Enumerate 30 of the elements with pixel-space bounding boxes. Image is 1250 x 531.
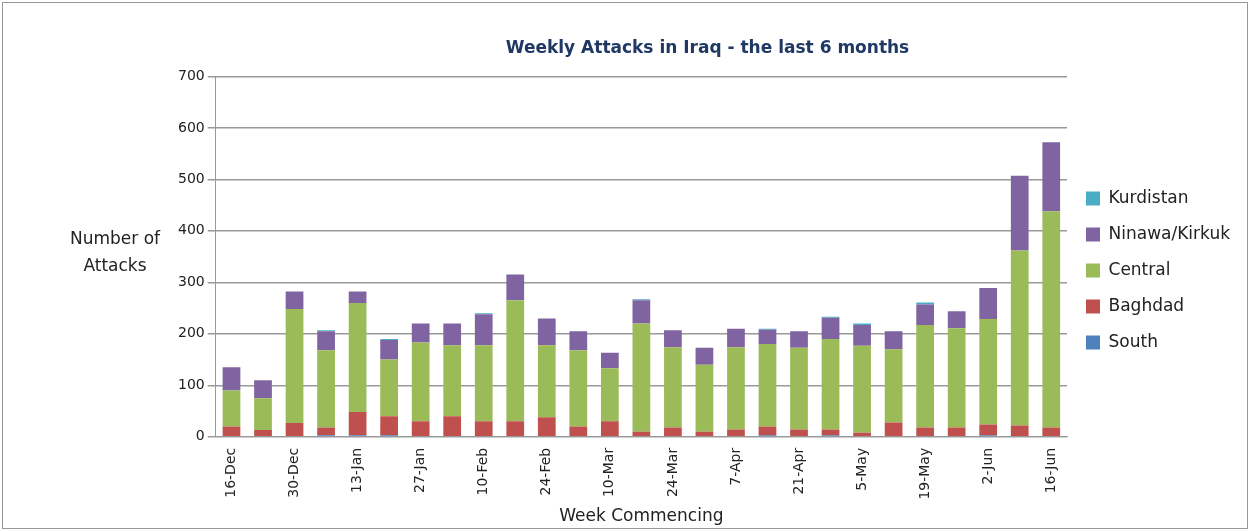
chart-title: Weekly Attacks in Iraq - the last 6 months bbox=[505, 36, 910, 57]
y-axis-title: Number of Attacks bbox=[68, 227, 162, 277]
x-tick-label: 30-Dec bbox=[285, 447, 302, 498]
legend-label: Central bbox=[1108, 258, 1171, 279]
x-tick-label: 5-May bbox=[852, 447, 869, 491]
x-tick-label: 24-Feb bbox=[537, 447, 554, 496]
x-tick-label: 16-Dec bbox=[222, 447, 239, 498]
y-tick-label: 100 bbox=[177, 375, 205, 392]
y-tick-label: 600 bbox=[177, 118, 205, 135]
x-axis-title: Week Commencing bbox=[559, 505, 724, 526]
x-tick-label: 10-Mar bbox=[600, 447, 617, 498]
x-tick-label: 27-Jan bbox=[411, 447, 428, 494]
x-tick-label: 19-May bbox=[915, 447, 932, 500]
y-tick-label: 200 bbox=[177, 324, 205, 341]
legend-label: Baghdad bbox=[1108, 294, 1185, 315]
y-tick-label: 500 bbox=[177, 170, 205, 187]
x-tick-label: 10-Feb bbox=[474, 447, 491, 496]
y-tick-label: 400 bbox=[177, 221, 205, 238]
x-tick-label: 2-Jun bbox=[978, 447, 995, 485]
legend-label: Kurdistan bbox=[1108, 186, 1189, 207]
x-tick-label: 24-Mar bbox=[663, 447, 680, 498]
legend-label: Ninawa/Kirkuk bbox=[1108, 222, 1231, 243]
y-tick-label: 700 bbox=[177, 67, 205, 84]
y-tick-label: 300 bbox=[177, 272, 205, 289]
x-tick-label: 16-Jun bbox=[1041, 447, 1058, 494]
x-tick-label: 21-Apr bbox=[789, 447, 806, 495]
x-tick-label: 13-Jan bbox=[348, 447, 365, 494]
y-tick-label: 0 bbox=[195, 427, 205, 444]
x-tick-label: 7-Apr bbox=[726, 447, 743, 486]
legend-label: South bbox=[1108, 330, 1158, 351]
